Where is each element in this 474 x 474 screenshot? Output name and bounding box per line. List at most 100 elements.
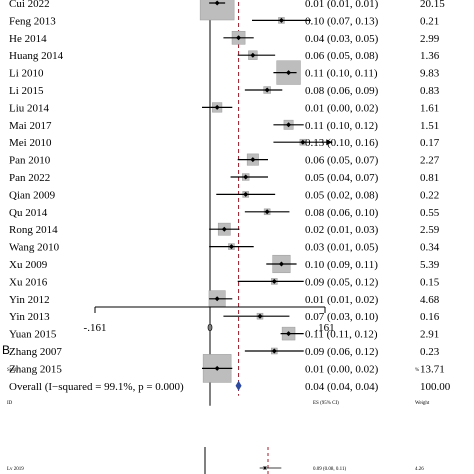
- study-point-estimate-18: [257, 313, 263, 319]
- study-es-ci: 0.11 (0.11, 0.12): [305, 329, 378, 341]
- study-point-estimate-13: [221, 226, 227, 232]
- study-label: Li 2010: [9, 68, 44, 80]
- study-weight: 9.83: [420, 68, 440, 80]
- study-es-ci: 0.04 (0.03, 0.05): [305, 33, 379, 45]
- study-weight: 2.59: [420, 224, 440, 236]
- study-point-estimate-14: [228, 244, 234, 250]
- study-label: Qian 2009: [9, 189, 56, 201]
- study-point-estimate-9: [250, 157, 256, 163]
- study-point-estimate-5: [264, 87, 270, 93]
- header-weight: Weight: [415, 401, 430, 406]
- study-es-ci: 0.03 (0.01, 0.05): [305, 242, 379, 254]
- study-label: Xu 2009: [9, 259, 48, 271]
- x-axis-tick-label: 0: [207, 322, 213, 334]
- header-study: Study: [7, 368, 19, 373]
- study-es-ci: 0.13 (0.10, 0.16): [305, 137, 379, 149]
- study-label: Pan 2022: [9, 172, 50, 184]
- study-label: Huang 2014: [9, 50, 64, 62]
- study-label: Wang 2010: [9, 242, 60, 254]
- study-es-ci: 0.05 (0.02, 0.08): [305, 189, 379, 201]
- study-label: Yin 2012: [9, 294, 50, 306]
- study-weight: 0.21: [420, 15, 439, 27]
- study-point-estimate-15: [278, 261, 284, 267]
- study-es-ci: 0.06 (0.05, 0.07): [305, 155, 379, 167]
- study-weight: 0.15: [420, 276, 440, 288]
- study-point-estimate-4: [286, 70, 292, 76]
- header-percent: %: [415, 368, 419, 373]
- study-weight: 0.17: [420, 137, 440, 149]
- study-point-estimate-17: [214, 296, 220, 302]
- study-point-estimate-7: [286, 122, 292, 128]
- ci-arrow-8: [326, 139, 333, 146]
- study-weight: 0.23: [420, 346, 440, 358]
- study-label: Mai 2017: [9, 120, 52, 132]
- study-weight: 1.51: [420, 120, 439, 132]
- study-label: Feng 2013: [9, 15, 56, 27]
- study-es-ci: 0.08 (0.06, 0.10): [305, 207, 379, 219]
- overall-es-ci: 0.04 (0.04, 0.04): [305, 381, 379, 393]
- study-weight: 20.15: [420, 0, 445, 10]
- panel-b-point-estimate: [263, 466, 267, 470]
- study-label: Liu 2014: [9, 102, 50, 114]
- study-label: Cui 2022: [9, 0, 50, 10]
- study-weight: 0.81: [420, 172, 439, 184]
- study-weight: 2.27: [420, 155, 440, 167]
- study-es-ci: 0.06 (0.05, 0.08): [305, 50, 379, 62]
- study-weight-box-0: [199, 0, 235, 21]
- x-axis-tick-label: .161: [315, 322, 334, 334]
- study-point-estimate-0: [214, 0, 220, 6]
- study-es-ci: 0.02 (0.01, 0.03): [305, 224, 379, 236]
- study-es-ci: 0.09 (0.05, 0.12): [305, 276, 379, 288]
- study-weight: 0.34: [420, 242, 440, 254]
- study-weight: 2.99: [420, 33, 440, 45]
- study-weight: 13.71: [420, 363, 445, 375]
- panel-b-letter: B: [2, 343, 10, 357]
- panel-b-es-ci: 0.09 (0.08, 0.11): [313, 467, 346, 472]
- study-label: Li 2015: [9, 85, 44, 97]
- study-point-estimate-19: [286, 331, 292, 337]
- study-weight: 0.55: [420, 207, 440, 219]
- study-label: Yin 2013: [9, 311, 50, 323]
- study-es-ci: 0.11 (0.10, 0.11): [305, 68, 378, 80]
- study-es-ci: 0.01 (0.00, 0.02): [305, 102, 379, 114]
- study-point-estimate-20: [271, 348, 277, 354]
- study-label: Pan 2010: [9, 155, 51, 167]
- study-label: Xu 2016: [9, 276, 48, 288]
- study-label: Zhang 2015: [9, 363, 62, 375]
- header-id: ID: [7, 401, 13, 406]
- study-point-estimate-2: [236, 35, 242, 41]
- x-axis-tick-label: -.161: [84, 322, 107, 334]
- study-es-ci: 0.11 (0.10, 0.12): [305, 120, 378, 132]
- study-point-estimate-3: [250, 52, 256, 58]
- study-es-ci: 0.07 (0.03, 0.10): [305, 311, 379, 323]
- study-es-ci: 0.01 (0.01, 0.02): [305, 294, 379, 306]
- panel-b-forest-plot: B Study % ID ES (95% CI) Weight Lv 2019 0.09 (0…: [2, 343, 430, 474]
- study-weight: 0.83: [420, 85, 440, 97]
- study-point-estimate-16: [271, 278, 277, 284]
- overall-label: Overall (I−squared = 99.1%, p = 0.000): [9, 381, 184, 393]
- panel-a-forest-plot: Cui 2022 0.01 (0.01, 0.01) 20.15 Feng 2013 0…: [9, 0, 451, 406]
- overall-diamond: [235, 380, 242, 391]
- study-es-ci: 0.05 (0.04, 0.07): [305, 172, 379, 184]
- study-es-ci: 0.10 (0.09, 0.11): [305, 259, 378, 271]
- panel-b-study-label: Lv 2019: [7, 467, 24, 472]
- study-label: Yuan 2015: [9, 329, 57, 341]
- header-es-ci: ES (95% CI): [313, 401, 339, 406]
- study-weight: 2.91: [420, 329, 439, 341]
- study-label: Zhang 2007: [9, 346, 62, 358]
- panel-b-weight: 4.26: [415, 467, 424, 472]
- overall-weight: 100.00: [420, 381, 451, 393]
- study-point-estimate-11: [243, 191, 249, 197]
- study-weight: 1.61: [420, 102, 439, 114]
- study-weight: 0.22: [420, 189, 439, 201]
- study-es-ci: 0.09 (0.06, 0.12): [305, 346, 379, 358]
- study-label: He 2014: [9, 33, 47, 45]
- study-label: Mei 2010: [9, 137, 52, 149]
- study-point-estimate-21: [214, 365, 220, 371]
- study-point-estimate-12: [264, 209, 270, 215]
- study-weight: 1.36: [420, 50, 440, 62]
- study-point-estimate-10: [243, 174, 249, 180]
- study-es-ci: 0.08 (0.06, 0.09): [305, 85, 379, 97]
- study-point-estimate-6: [214, 104, 220, 110]
